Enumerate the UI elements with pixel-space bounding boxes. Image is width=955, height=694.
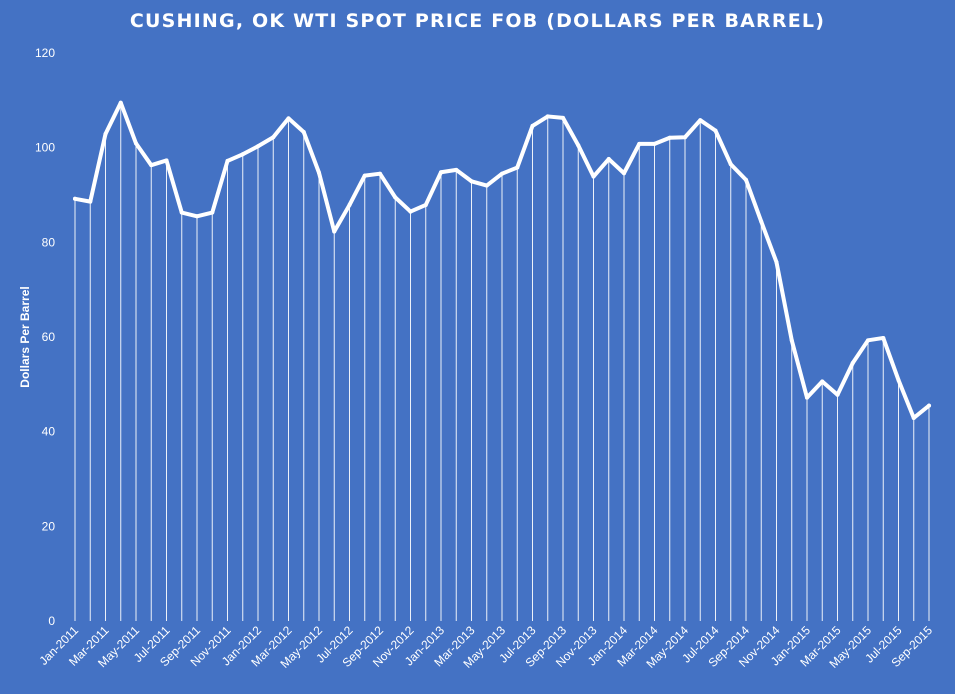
- data-point: [240, 152, 245, 157]
- y-tick-label: 100: [35, 141, 55, 155]
- data-point: [545, 114, 550, 119]
- data-point: [469, 179, 474, 184]
- data-point: [317, 170, 321, 175]
- data-point: [332, 229, 337, 234]
- series-group: [73, 100, 931, 420]
- drop-lines: [74, 102, 930, 621]
- y-tick-label: 80: [42, 235, 56, 249]
- data-point: [667, 135, 672, 140]
- data-point: [744, 177, 748, 182]
- y-tick-label: 40: [42, 425, 56, 439]
- data-point: [88, 199, 93, 204]
- data-point: [728, 162, 733, 167]
- data-point: [118, 100, 123, 105]
- data-point: [73, 196, 77, 201]
- data-point: [774, 260, 779, 265]
- data-point: [759, 219, 764, 224]
- data-point: [256, 144, 260, 149]
- data-point: [591, 174, 596, 179]
- data-point: [362, 173, 367, 178]
- y-axis-ticks: 0 20 40 60 80 100 120: [35, 46, 55, 628]
- data-point: [561, 115, 565, 120]
- data-point: [347, 202, 352, 207]
- data-point: [393, 195, 398, 200]
- data-point: [179, 210, 184, 215]
- data-point: [927, 403, 931, 408]
- data-point: [835, 392, 840, 397]
- data-point: [286, 116, 291, 121]
- data-point: [500, 171, 504, 176]
- data-point: [408, 209, 413, 214]
- data-point: [149, 163, 154, 168]
- data-point: [606, 157, 611, 162]
- data-point: [134, 141, 138, 146]
- data-point: [164, 158, 169, 163]
- data-point: [515, 165, 520, 170]
- data-point: [698, 118, 703, 123]
- y-tick-label: 20: [42, 519, 56, 533]
- data-point: [637, 141, 642, 146]
- data-point: [530, 123, 535, 128]
- data-point: [271, 135, 276, 140]
- data-point: [683, 135, 687, 140]
- data-point: [301, 130, 306, 135]
- data-point: [820, 379, 825, 384]
- data-point: [225, 158, 230, 163]
- data-point: [103, 131, 108, 136]
- data-point: [195, 214, 199, 219]
- y-tick-label: 60: [42, 330, 56, 344]
- y-axis-title: Dollars Per Barrel: [18, 286, 32, 387]
- data-point: [850, 361, 855, 366]
- y-tick-label: 0: [48, 614, 55, 628]
- data-point: [378, 171, 382, 176]
- data-point: [713, 128, 718, 133]
- data-point: [439, 170, 443, 175]
- data-point: [866, 338, 870, 343]
- data-point: [454, 167, 459, 172]
- data-point: [210, 210, 215, 215]
- data-point: [652, 141, 657, 146]
- data-point: [576, 143, 581, 148]
- data-point: [881, 335, 886, 340]
- x-axis-ticks: Jan-2011Mar-2011May-2011Jul-2011Sep-2011…: [36, 623, 935, 671]
- data-point: [622, 171, 626, 176]
- data-point: [911, 415, 916, 420]
- data-point: [423, 202, 428, 207]
- data-point: [896, 378, 901, 383]
- data-point: [805, 395, 809, 400]
- data-point: [484, 183, 489, 188]
- chart-title: CUSHING, OK WTI SPOT PRICE FOB (DOLLARS …: [129, 10, 826, 32]
- y-tick-label: 120: [35, 46, 55, 60]
- data-point: [789, 338, 794, 343]
